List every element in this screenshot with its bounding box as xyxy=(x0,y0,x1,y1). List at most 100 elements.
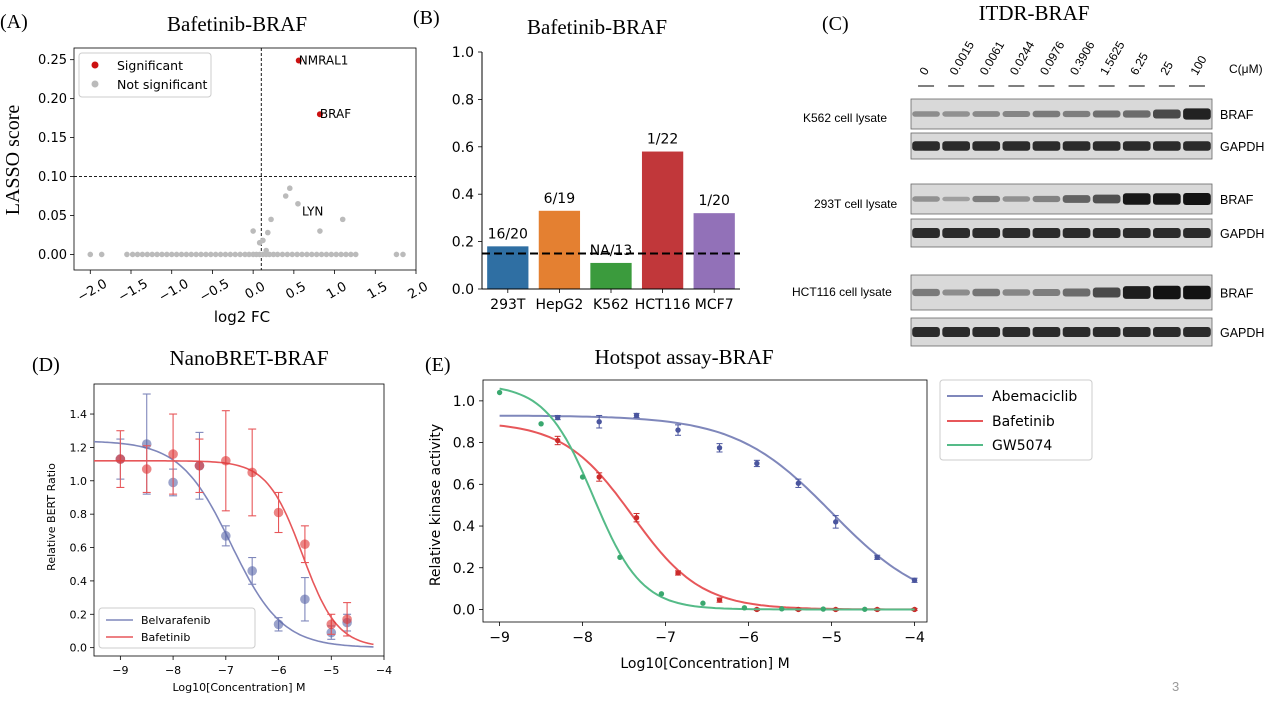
panel-d-ytick-label: 1.0 xyxy=(70,475,88,488)
curve-bafetinib xyxy=(94,459,374,646)
blot-band xyxy=(1122,193,1151,205)
scatter-point-not-significant xyxy=(289,251,296,258)
blot-band xyxy=(1032,227,1061,239)
blot-band xyxy=(1092,227,1121,239)
bar-value-label: NA/13 xyxy=(590,243,633,259)
scatter-point-not-significant xyxy=(217,251,224,258)
panel-e-xtick-label: −5 xyxy=(821,630,842,646)
blot-band xyxy=(1002,196,1031,202)
scatter-point-not-significant xyxy=(274,251,281,258)
panel-d-ytick-label: 0.4 xyxy=(70,575,88,588)
scatter-point-label: NMRAL1 xyxy=(299,53,349,67)
panel-e-ytick-label: 0.0 xyxy=(453,602,475,618)
data-point-bafetinib xyxy=(221,455,231,466)
blot-band xyxy=(972,326,1001,338)
blot-band xyxy=(1032,289,1061,296)
panel-c-western-blot: (C) ITDR-BRAF C(μM) 0 0.0015 0.0061 0.0244 0… xyxy=(792,1,1264,347)
panel-e-label: (E) xyxy=(425,354,451,376)
scatter-point-not-significant xyxy=(188,251,195,258)
scatter-point-not-significant xyxy=(159,251,165,258)
blot-band xyxy=(1153,141,1181,151)
blot-band xyxy=(1002,111,1031,117)
blot-band xyxy=(1153,109,1181,119)
scatter-point-label: BRAF xyxy=(320,107,351,121)
panel-d-ylabel: Relative BERT Ratio xyxy=(45,463,58,571)
blot-band xyxy=(972,227,1001,239)
scatter-point-not-significant xyxy=(263,247,269,254)
scatter-point-not-significant xyxy=(129,251,136,258)
scatter-point-not-significant xyxy=(173,251,180,258)
legend-significant-label: Significant xyxy=(117,58,183,73)
data-point-belvarafenib xyxy=(273,619,284,630)
scatter-point-not-significant xyxy=(124,251,130,258)
panel-e-ytick-label: 1.0 xyxy=(453,394,475,410)
panel-d-ytick-label: 0.2 xyxy=(70,608,88,621)
scatter-point-not-significant xyxy=(98,251,105,258)
data-point-abemaciclib xyxy=(633,412,640,419)
blot-band xyxy=(942,289,970,296)
scatter-point-not-significant xyxy=(164,251,170,258)
curve-abemaciclib xyxy=(499,414,916,582)
data-point-bafetinib xyxy=(326,619,337,630)
data-point-gw5074 xyxy=(496,389,503,396)
panel-d-frame xyxy=(93,383,385,657)
panel-e-ylabel: Relative kinase activity xyxy=(428,424,444,586)
scatter-point-significant xyxy=(295,57,302,64)
data-point-bafetinib xyxy=(273,507,284,518)
scatter-point-not-significant xyxy=(294,251,300,258)
bar-value-label: 16/20 xyxy=(488,226,528,242)
legend-significant-marker xyxy=(91,61,99,69)
scatter-point-not-significant xyxy=(338,251,344,258)
blot-band xyxy=(1183,108,1211,120)
blot-band xyxy=(942,326,970,338)
data-point-bafetinib xyxy=(633,514,640,521)
panel-e-ytick-label: 0.6 xyxy=(453,477,475,493)
legend-abemaciclib-label: Abemaciclib xyxy=(992,389,1077,405)
scatter-point-not-significant xyxy=(237,251,243,258)
scatter-point-not-significant xyxy=(250,228,256,234)
scatter-point-not-significant xyxy=(198,251,204,258)
data-point-bafetinib xyxy=(194,460,205,471)
blot-band xyxy=(1062,326,1091,338)
scatter-point-not-significant xyxy=(313,251,320,258)
blot-band xyxy=(1183,285,1211,300)
panel-e-title: Hotspot assay-BRAF xyxy=(594,345,773,369)
scatter-point-not-significant xyxy=(318,251,325,258)
panel-e-xtick-label: −4 xyxy=(904,630,925,646)
panel-d-xtick-label: −8 xyxy=(165,664,181,677)
panel-d-title: NanoBRET-BRAF xyxy=(169,346,328,370)
page-number: 3 xyxy=(1172,679,1180,694)
panel-d-xtick-label: −4 xyxy=(376,664,392,677)
data-point-abemaciclib xyxy=(795,480,802,486)
data-point-belvarafenib xyxy=(247,566,257,576)
legend-bafetinib-e-label: Bafetinib xyxy=(992,414,1055,430)
data-point-bafetinib xyxy=(596,474,602,480)
scatter-point-not-significant xyxy=(270,251,277,258)
panel-a-title: Bafetinib-BRAF xyxy=(167,12,307,36)
panel-a-ytick-label: 0.00 xyxy=(38,248,67,263)
concentration-unit-label: C(μM) xyxy=(1229,62,1263,76)
panel-a-scatter: (A) Bafetinib-BRAF log2 FC LASSO score S… xyxy=(0,11,431,326)
data-point-gw5074 xyxy=(617,554,623,561)
panel-d-legend-box xyxy=(98,607,256,649)
panel-e-ytick-label: 0.2 xyxy=(453,561,475,577)
blot-band xyxy=(1153,227,1181,239)
concentration-label: 25 xyxy=(1157,59,1176,78)
bar-category-label: 293T xyxy=(490,297,526,313)
data-point-abemaciclib xyxy=(911,577,918,583)
scatter-point-not-significant xyxy=(144,251,151,258)
panel-d-xtick-label: −5 xyxy=(323,664,339,677)
blot-band xyxy=(1062,227,1091,239)
legend-bafetinib-label: Bafetinib xyxy=(141,631,190,644)
blot-band xyxy=(912,196,940,202)
blot-band xyxy=(912,141,940,151)
legend-belvarafenib-label: Belvarafenib xyxy=(141,614,211,627)
data-point-gw5074 xyxy=(658,591,665,597)
panel-a-ytick-label: 0.10 xyxy=(38,170,67,185)
blot-band xyxy=(912,326,940,338)
panel-d-xlabel: Log10[Concentration] M xyxy=(172,681,305,694)
bar-category-label: HCT116 xyxy=(635,297,691,313)
panel-b-title: Bafetinib-BRAF xyxy=(527,15,667,39)
band-label-braf: BRAF xyxy=(1220,287,1254,301)
bar-value-label: 1/22 xyxy=(647,132,678,148)
